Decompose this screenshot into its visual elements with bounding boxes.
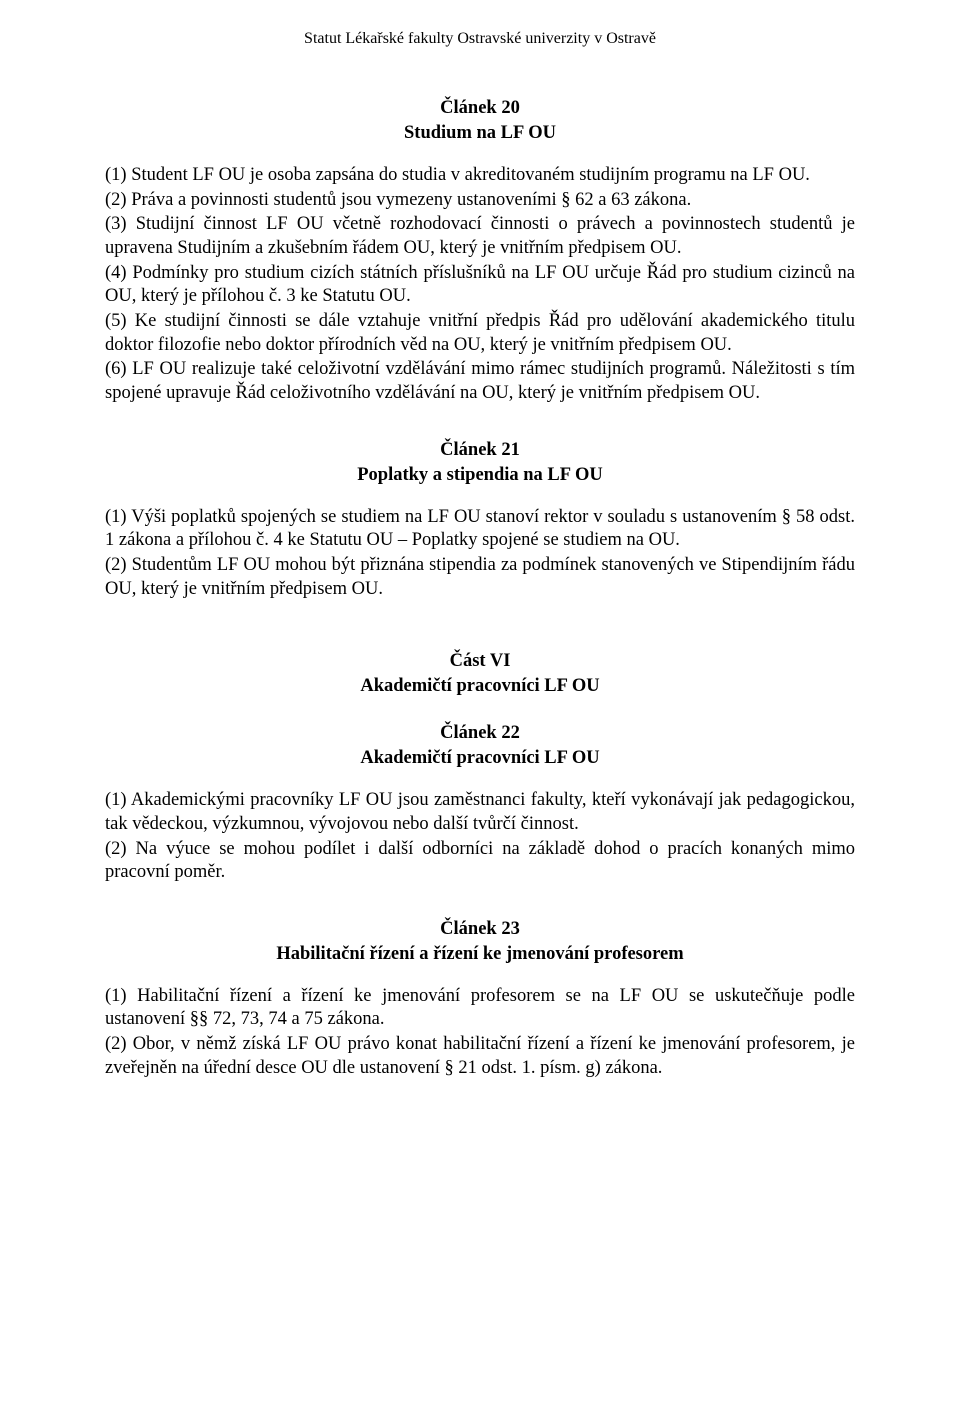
paragraph: (6) LF OU realizuje také celoživotní vzd… [105, 358, 855, 405]
article-number: Článek 20 [105, 96, 855, 121]
article-number: Článek 23 [105, 917, 855, 942]
part-heading: Akademičtí pracovníci LF OU [105, 674, 855, 699]
paragraph: (1) Akademickými pracovníky LF OU jsou z… [105, 789, 855, 836]
paragraph: (1) Habilitační řízení a řízení ke jmeno… [105, 985, 855, 1032]
article-number: Článek 22 [105, 721, 855, 746]
article-21-body: (1) Výši poplatků spojených se studiem n… [105, 506, 855, 602]
article-23-body: (1) Habilitační řízení a řízení ke jmeno… [105, 985, 855, 1081]
paragraph: (2) Práva a povinnosti studentů jsou vym… [105, 189, 855, 213]
article-heading: Akademičtí pracovníci LF OU [105, 746, 855, 771]
part-number: Část VI [105, 649, 855, 674]
article-23: Článek 23 Habilitační řízení a řízení ke… [105, 917, 855, 1081]
article-number: Článek 21 [105, 438, 855, 463]
paragraph: (5) Ke studijní činnosti se dále vztahuj… [105, 310, 855, 357]
part-6-title: Část VI Akademičtí pracovníci LF OU [105, 649, 855, 699]
paragraph: (2) Studentům LF OU mohou být přiznána s… [105, 554, 855, 601]
paragraph: (1) Student LF OU je osoba zapsána do st… [105, 164, 855, 188]
article-heading: Studium na LF OU [105, 121, 855, 146]
page-header: Statut Lékařské fakulty Ostravské univer… [105, 30, 855, 48]
paragraph: (3) Studijní činnost LF OU včetně rozhod… [105, 213, 855, 260]
article-heading: Habilitační řízení a řízení ke jmenování… [105, 942, 855, 967]
paragraph: (2) Obor, v němž získá LF OU právo konat… [105, 1033, 855, 1080]
paragraph: (2) Na výuce se mohou podílet i další od… [105, 838, 855, 885]
paragraph: (1) Výši poplatků spojených se studiem n… [105, 506, 855, 553]
article-20-body: (1) Student LF OU je osoba zapsána do st… [105, 164, 855, 406]
paragraph: (4) Podmínky pro studium cizích státních… [105, 262, 855, 309]
article-20: Článek 20 Studium na LF OU (1) Student L… [105, 96, 855, 406]
article-23-title: Článek 23 Habilitační řízení a řízení ke… [105, 917, 855, 967]
article-heading: Poplatky a stipendia na LF OU [105, 463, 855, 488]
article-20-title: Článek 20 Studium na LF OU [105, 96, 855, 146]
article-21-title: Článek 21 Poplatky a stipendia na LF OU [105, 438, 855, 488]
article-22-title: Článek 22 Akademičtí pracovníci LF OU [105, 721, 855, 771]
article-22-body: (1) Akademickými pracovníky LF OU jsou z… [105, 789, 855, 885]
article-21: Článek 21 Poplatky a stipendia na LF OU … [105, 438, 855, 602]
article-22: Článek 22 Akademičtí pracovníci LF OU (1… [105, 721, 855, 885]
